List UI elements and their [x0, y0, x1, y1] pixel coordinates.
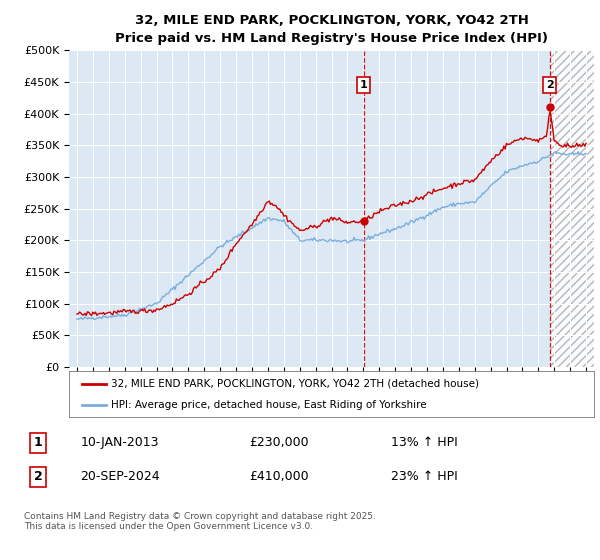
- Title: 32, MILE END PARK, POCKLINGTON, YORK, YO42 2TH
Price paid vs. HM Land Registry's: 32, MILE END PARK, POCKLINGTON, YORK, YO…: [115, 14, 548, 45]
- Text: 23% ↑ HPI: 23% ↑ HPI: [391, 470, 457, 483]
- Bar: [550, 50, 594, 367]
- Text: £230,000: £230,000: [250, 436, 309, 449]
- Text: 2: 2: [34, 470, 43, 483]
- Text: 13% ↑ HPI: 13% ↑ HPI: [391, 436, 457, 449]
- Text: £410,000: £410,000: [250, 470, 309, 483]
- Text: 2: 2: [546, 80, 554, 90]
- Text: 20-SEP-2024: 20-SEP-2024: [80, 470, 160, 483]
- Text: HPI: Average price, detached house, East Riding of Yorkshire: HPI: Average price, detached house, East…: [111, 400, 427, 410]
- Text: 32, MILE END PARK, POCKLINGTON, YORK, YO42 2TH (detached house): 32, MILE END PARK, POCKLINGTON, YORK, YO…: [111, 379, 479, 389]
- Bar: [550, 50, 594, 367]
- Bar: [550, 50, 594, 367]
- Text: Contains HM Land Registry data © Crown copyright and database right 2025.
This d: Contains HM Land Registry data © Crown c…: [24, 512, 376, 531]
- Text: 1: 1: [34, 436, 43, 449]
- Text: 1: 1: [360, 80, 368, 90]
- Text: 10-JAN-2013: 10-JAN-2013: [80, 436, 159, 449]
